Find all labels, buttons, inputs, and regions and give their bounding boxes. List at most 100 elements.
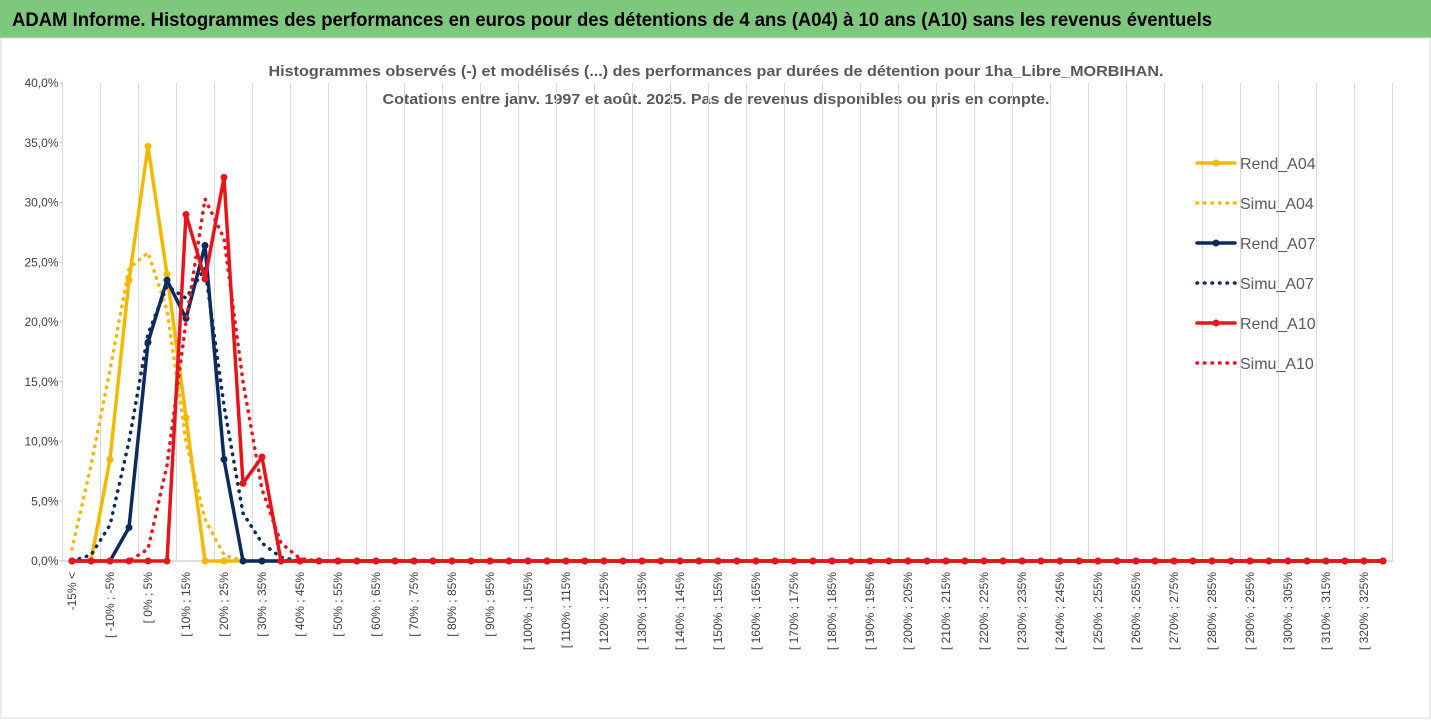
point-marker bbox=[980, 557, 988, 565]
x-tick-label: [ 190% ; 195% bbox=[863, 572, 877, 650]
x-tick-label: [ 310% ; 315% bbox=[1319, 572, 1333, 650]
chart-title: ADAM Informe. Histogrammes des performan… bbox=[12, 10, 1212, 31]
point-marker bbox=[144, 142, 152, 150]
point-marker bbox=[1113, 557, 1121, 565]
legend-label: Rend_A04 bbox=[1240, 156, 1316, 173]
point-marker bbox=[942, 557, 950, 565]
point-marker bbox=[182, 210, 190, 218]
point-marker bbox=[201, 275, 209, 283]
x-tick-label: [ 100% ; 105% bbox=[521, 572, 535, 650]
point-marker bbox=[904, 557, 912, 565]
point-marker bbox=[467, 557, 475, 565]
y-tick-label: 15,0% bbox=[24, 375, 58, 389]
point-marker bbox=[277, 557, 285, 565]
x-tick-label: [ 230% ; 235% bbox=[1015, 572, 1029, 650]
x-tick-label: [ 250% ; 255% bbox=[1091, 572, 1105, 650]
point-marker bbox=[1265, 557, 1273, 565]
point-marker bbox=[87, 557, 95, 565]
point-marker bbox=[220, 557, 228, 565]
x-tick-label: [ 80% ; 85% bbox=[445, 572, 459, 637]
x-tick-label: [ 50% ; 55% bbox=[331, 572, 345, 637]
point-marker bbox=[790, 557, 798, 565]
series-line bbox=[70, 197, 1385, 563]
series-line bbox=[70, 266, 1385, 563]
x-tick-label: [ 30% ; 35% bbox=[255, 572, 269, 637]
point-marker bbox=[201, 242, 209, 250]
x-tick-label: [ 120% ; 125% bbox=[597, 572, 611, 650]
point-marker bbox=[505, 557, 513, 565]
x-tick-label: [ 180% ; 185% bbox=[825, 572, 839, 650]
legend-marker bbox=[1212, 319, 1220, 327]
point-marker bbox=[239, 557, 247, 565]
y-tick-label: 20,0% bbox=[24, 315, 58, 329]
x-tick-label: [ 150% ; 155% bbox=[711, 572, 725, 650]
y-tick-label: 30,0% bbox=[24, 196, 58, 210]
point-marker bbox=[1151, 557, 1159, 565]
point-marker bbox=[752, 557, 760, 565]
point-marker bbox=[1360, 557, 1368, 565]
chart-border bbox=[0, 37, 1431, 719]
point-marker bbox=[163, 270, 171, 278]
legend-label: Simu_A07 bbox=[1240, 276, 1314, 293]
chart-subtitle: Cotations entre janv. 1997 et août. 2025… bbox=[383, 91, 1050, 108]
legend-marker bbox=[1212, 159, 1220, 167]
x-tick-label: [ 210% ; 215% bbox=[939, 572, 953, 650]
x-tick-label: [ 280% ; 285% bbox=[1205, 572, 1219, 650]
title-banner bbox=[0, 0, 1431, 38]
point-marker bbox=[410, 557, 418, 565]
x-tick-label: [ 70% ; 75% bbox=[407, 572, 421, 637]
point-marker bbox=[106, 455, 114, 463]
point-marker bbox=[1037, 557, 1045, 565]
x-tick-label: [ 290% ; 295% bbox=[1243, 572, 1257, 650]
legend-label: Simu_A04 bbox=[1240, 196, 1314, 213]
point-marker bbox=[695, 557, 703, 565]
point-marker bbox=[1379, 557, 1387, 565]
point-marker bbox=[334, 557, 342, 565]
chart-subtitle: Histogrammes observés (-) et modélisés (… bbox=[269, 63, 1164, 80]
point-marker bbox=[828, 557, 836, 565]
x-tick-label: [ 300% ; 305% bbox=[1281, 572, 1295, 650]
x-tick-label: [ 20% ; 25% bbox=[217, 572, 231, 637]
point-marker bbox=[182, 414, 190, 422]
point-marker bbox=[1075, 557, 1083, 565]
x-tick-label: [ 170% ; 175% bbox=[787, 572, 801, 650]
x-tick-label: [ 160% ; 165% bbox=[749, 572, 763, 650]
point-marker bbox=[125, 524, 133, 532]
point-marker bbox=[1227, 557, 1235, 565]
x-tick-label: [ 40% ; 45% bbox=[293, 572, 307, 637]
point-marker bbox=[163, 276, 171, 284]
x-tick-label: [ 270% ; 275% bbox=[1167, 572, 1181, 650]
x-tick-label: [ 60% ; 65% bbox=[369, 572, 383, 637]
point-marker bbox=[1189, 557, 1197, 565]
x-tick-label: [ 0% ; 5% bbox=[141, 572, 155, 624]
x-tick-label: [ 220% ; 225% bbox=[977, 572, 991, 650]
legend-label: Rend_A10 bbox=[1240, 316, 1316, 333]
x-tick-label: [ 90% ; 95% bbox=[483, 572, 497, 637]
y-tick-label: 0,0% bbox=[31, 554, 59, 568]
point-marker bbox=[239, 479, 247, 487]
point-marker bbox=[201, 557, 209, 565]
y-tick-label: 25,0% bbox=[24, 255, 58, 269]
point-marker bbox=[543, 557, 551, 565]
x-tick-label: [ 260% ; 265% bbox=[1129, 572, 1143, 650]
point-marker bbox=[619, 557, 627, 565]
point-marker bbox=[581, 557, 589, 565]
x-tick-label: [ 240% ; 245% bbox=[1053, 572, 1067, 650]
x-tick-label: [ 110% ; 115% bbox=[559, 572, 573, 649]
x-tick-label: [ 10% ; 15% bbox=[179, 572, 193, 637]
point-marker bbox=[296, 557, 304, 565]
point-marker bbox=[657, 557, 665, 565]
point-marker bbox=[163, 557, 171, 565]
legend-label: Simu_A10 bbox=[1240, 356, 1314, 373]
point-marker bbox=[866, 557, 874, 565]
point-marker bbox=[372, 557, 380, 565]
y-tick-label: 10,0% bbox=[24, 435, 58, 449]
y-tick-label: 5,0% bbox=[31, 494, 59, 508]
x-tick-label: [ 200% ; 205% bbox=[901, 572, 915, 650]
x-tick-label: [ -10% ; -5% bbox=[103, 572, 117, 638]
point-marker bbox=[1322, 557, 1330, 565]
point-marker bbox=[220, 173, 228, 181]
y-tick-label: 35,0% bbox=[24, 136, 58, 150]
